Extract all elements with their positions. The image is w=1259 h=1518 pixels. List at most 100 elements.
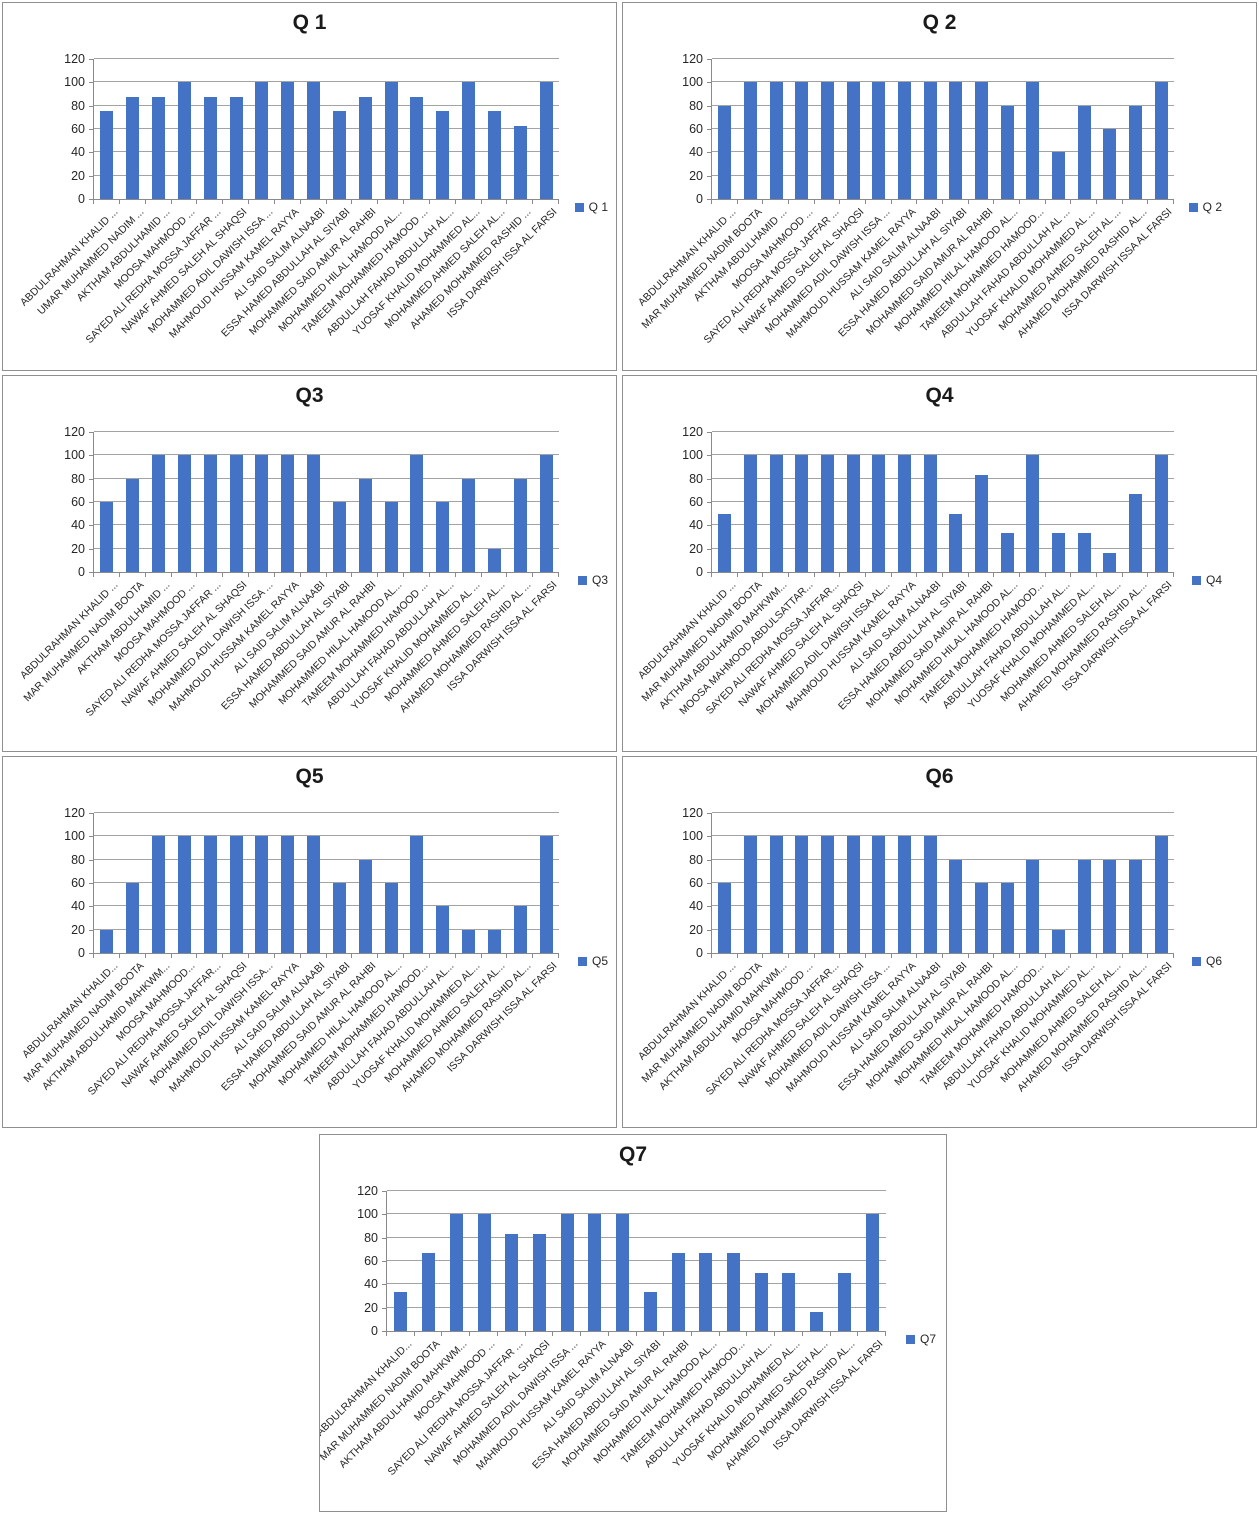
bar — [1000, 106, 1014, 199]
bar — [513, 906, 527, 953]
y-axis-label: 0 — [78, 565, 85, 579]
y-axis-label: 40 — [689, 518, 703, 533]
bar — [126, 883, 140, 953]
bar — [795, 836, 809, 953]
y-axis-label: 0 — [371, 1324, 378, 1338]
x-tick-mark — [144, 573, 146, 577]
y-axis-label: 100 — [64, 448, 85, 463]
bar — [358, 860, 372, 953]
chart-panel-q2[interactable]: Q 2 0 20 40 60 80 100 120 ABDULRAHMAN KHALID ...… — [622, 2, 1257, 371]
x-tick-mark — [273, 200, 275, 204]
y-axis-label: 0 — [696, 192, 703, 206]
y-axis-label: 80 — [71, 852, 85, 867]
x-tick-mark — [325, 200, 327, 204]
bar — [821, 455, 834, 572]
x-tick-mark — [788, 573, 789, 577]
bar — [410, 836, 424, 953]
x-tick-mark — [413, 1332, 415, 1336]
x-tick-mark — [1044, 954, 1046, 958]
x-tick-mark — [299, 200, 301, 204]
y-axis-label: 60 — [689, 876, 703, 890]
bar — [462, 479, 476, 572]
bar — [436, 906, 450, 953]
gridline — [712, 81, 1174, 83]
y-axis-label: 20 — [71, 922, 85, 937]
bar — [177, 836, 191, 953]
x-tick-mark — [746, 1332, 748, 1336]
x-tick-mark — [1121, 200, 1123, 204]
bar — [422, 1253, 436, 1331]
y-tick-mark — [382, 1307, 386, 1309]
gridline — [712, 58, 1174, 59]
x-tick-mark — [93, 573, 94, 577]
x-tick-mark — [428, 200, 430, 204]
legend-label: Q 1 — [588, 200, 608, 214]
bar — [126, 479, 140, 572]
legend-swatch-icon — [1191, 956, 1201, 966]
x-tick-mark — [506, 573, 508, 577]
x-tick-mark — [736, 573, 738, 577]
y-tick-mark — [89, 883, 93, 884]
bar — [281, 82, 295, 199]
legend: Q5 — [577, 954, 608, 968]
gridline — [94, 812, 559, 813]
bar — [394, 1292, 408, 1331]
x-tick-mark — [762, 200, 764, 204]
y-axis-label: 120 — [64, 425, 85, 439]
legend-swatch-icon — [577, 956, 587, 966]
bar — [281, 455, 295, 572]
y-axis-label: 60 — [71, 495, 85, 509]
y-tick-mark — [89, 813, 93, 814]
y-axis-label: 20 — [689, 541, 703, 556]
chart-panel-q3[interactable]: Q3 0 20 40 60 80 100 120 ABDULRAHMAN KHALID ... M… — [2, 375, 617, 752]
bar — [449, 1214, 463, 1331]
x-tick-mark — [222, 573, 224, 577]
x-tick-mark — [454, 954, 456, 958]
chart-panel-q7[interactable]: Q7 0 20 40 60 80 100 120 ABDULRAHMAN KHALID... MA… — [319, 1134, 947, 1512]
bar — [513, 479, 527, 572]
gridline — [712, 524, 1174, 526]
chart-panel-q1[interactable]: Q 1 0 20 40 60 80 100 120 ABDULRAHMAN KHALID ...… — [2, 2, 617, 371]
bar — [975, 883, 988, 953]
x-tick-mark — [839, 573, 841, 577]
chart-panel-q6[interactable]: Q6 0 20 40 60 80 100 120 ABDULRAHMAN KHALID ... M… — [622, 756, 1257, 1128]
y-tick-mark — [89, 59, 93, 60]
bar — [532, 1234, 546, 1331]
bar — [1129, 494, 1142, 572]
x-tick-mark — [386, 1332, 387, 1336]
bar — [588, 1214, 602, 1331]
x-tick-mark — [813, 954, 815, 958]
bar — [100, 502, 114, 572]
y-tick-mark — [89, 572, 93, 573]
x-tick-mark — [299, 573, 301, 577]
y-axis-label: 120 — [357, 1184, 378, 1198]
x-tick-mark — [441, 1332, 443, 1336]
chart-panel-q4[interactable]: Q4 0 20 40 60 80 100 120 ABDULRAHMAN KHALID ... M… — [622, 375, 1257, 752]
legend: Q4 — [1191, 573, 1222, 587]
x-tick-mark — [1173, 954, 1174, 958]
x-tick-mark — [1070, 573, 1072, 577]
y-tick-mark — [707, 502, 711, 503]
bar — [229, 836, 243, 953]
y-axis-label: 60 — [364, 1254, 378, 1268]
x-tick-mark — [552, 1332, 554, 1336]
plot-area — [93, 431, 559, 573]
bar — [795, 82, 809, 199]
bar — [1000, 533, 1014, 572]
bar — [255, 455, 269, 572]
bar — [872, 455, 886, 572]
gridline — [94, 501, 559, 502]
x-tick-mark — [857, 1332, 859, 1336]
y-axis-label: 80 — [689, 471, 703, 486]
chart-panel-q5[interactable]: Q5 0 20 40 60 80 100 120 ABDULRAHMAN KHALID... MA… — [2, 756, 617, 1128]
legend: Q7 — [905, 1332, 936, 1346]
bar — [718, 106, 732, 199]
y-tick-mark — [707, 929, 711, 931]
bar — [462, 82, 476, 199]
x-tick-mark — [144, 200, 146, 204]
y-axis-label: 40 — [71, 518, 85, 533]
x-tick-mark — [1147, 573, 1149, 577]
y-tick-mark — [89, 836, 93, 838]
plot-area — [386, 1190, 886, 1332]
bar — [203, 97, 217, 199]
